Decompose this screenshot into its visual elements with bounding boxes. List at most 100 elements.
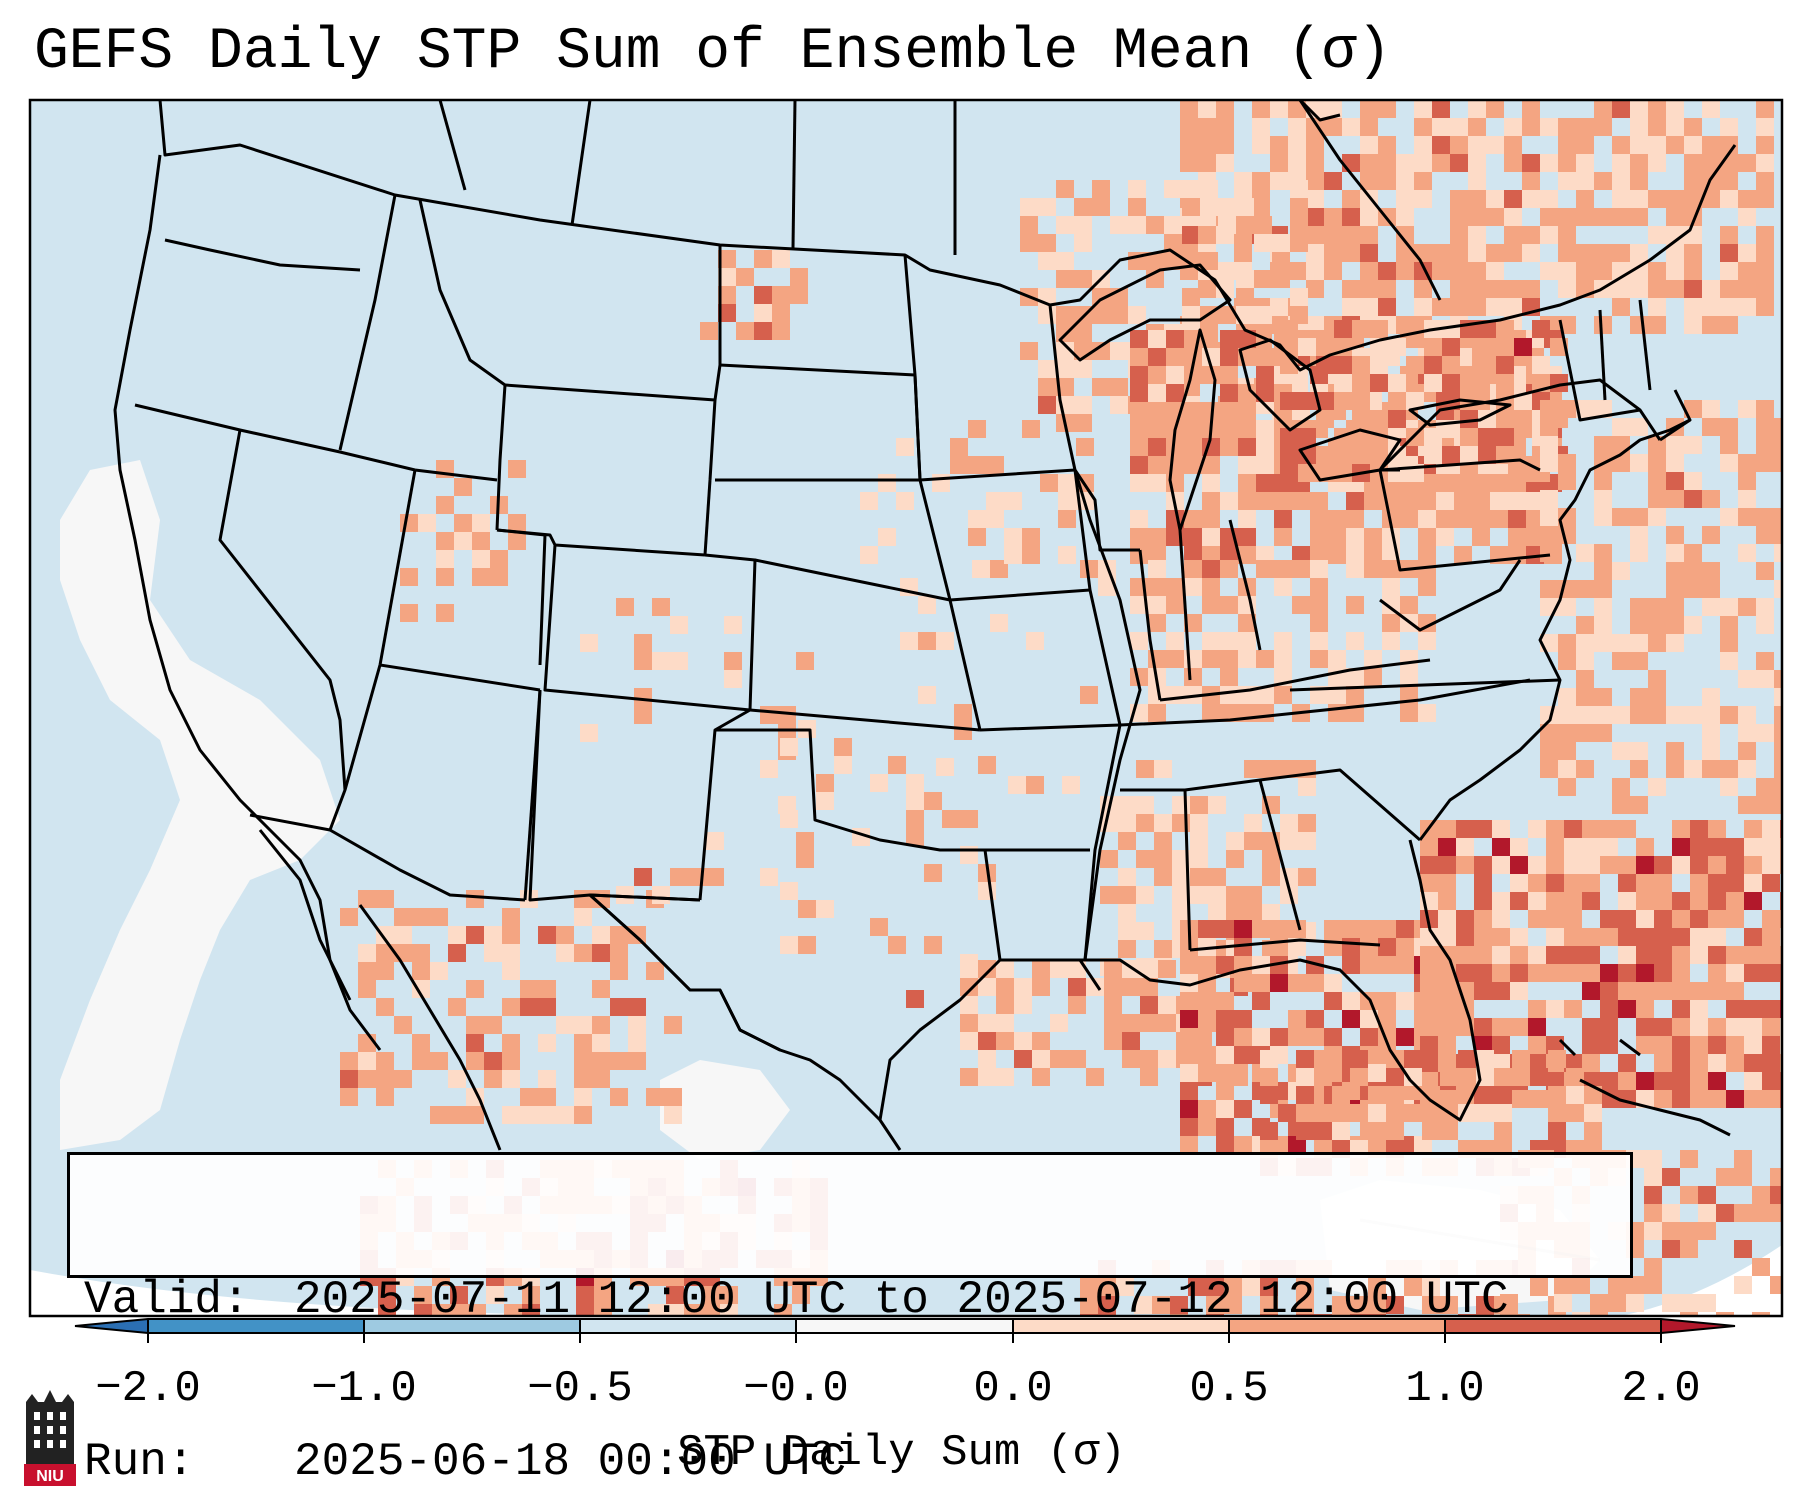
anomaly-cell — [1648, 508, 1666, 526]
anomaly-cell — [1576, 136, 1594, 154]
anomaly-cell — [502, 998, 520, 1016]
anomaly-cell — [1216, 280, 1234, 298]
anomaly-cell — [1074, 270, 1092, 288]
anomaly-cell — [1068, 996, 1086, 1014]
valid-run-info-box: Valid: 2025-07-11 12:00 UTC to 2025-07-12… — [67, 1152, 1633, 1488]
anomaly-cell — [1612, 298, 1630, 316]
anomaly-cell — [1526, 510, 1544, 528]
anomaly-cell — [1456, 928, 1474, 946]
anomaly-cell — [1546, 892, 1564, 910]
anomaly-cell — [1216, 920, 1234, 938]
anomaly-cell — [1236, 270, 1254, 288]
anomaly-cell — [1274, 560, 1292, 578]
anomaly-cell — [1420, 964, 1438, 982]
anomaly-cell — [1666, 454, 1684, 472]
anomaly-cell — [1220, 704, 1238, 722]
anomaly-cell — [1216, 1010, 1234, 1028]
anomaly-cell — [1404, 1050, 1422, 1068]
anomaly-cell — [1290, 306, 1308, 324]
anomaly-cell — [1726, 982, 1744, 1000]
anomaly-cell — [414, 1286, 432, 1304]
anomaly-cell — [932, 474, 950, 492]
anomaly-cell — [1558, 226, 1576, 244]
anomaly-cell — [1618, 910, 1636, 928]
anomaly-cell — [556, 1016, 574, 1034]
anomaly-cell — [1424, 338, 1442, 356]
anomaly-cell — [1496, 428, 1514, 446]
anomaly-cell — [1720, 616, 1738, 634]
anomaly-cell — [754, 322, 772, 340]
anomaly-cell — [1494, 1122, 1512, 1140]
anomaly-cell — [954, 722, 972, 740]
anomaly-cell — [1576, 400, 1594, 418]
anomaly-cell — [538, 1070, 556, 1088]
anomaly-cell — [1208, 868, 1226, 886]
anomaly-cell — [1684, 580, 1702, 598]
anomaly-cell — [1202, 650, 1220, 668]
anomaly-cell — [1648, 190, 1666, 208]
anomaly-cell — [1636, 1036, 1654, 1054]
anomaly-cell — [1148, 402, 1166, 420]
anomaly-cell — [1756, 100, 1774, 118]
anomaly-cell — [1216, 956, 1234, 974]
anomaly-cell — [1514, 338, 1532, 356]
anomaly-cell — [1438, 1090, 1456, 1108]
anomaly-cell — [1252, 974, 1270, 992]
anomaly-cell — [1684, 244, 1702, 262]
anomaly-cell — [1396, 316, 1414, 334]
anomaly-cell — [1726, 1090, 1744, 1108]
anomaly-cell — [1708, 838, 1726, 856]
anomaly-cell — [1504, 136, 1522, 154]
anomaly-cell — [1774, 778, 1782, 796]
anomaly-cell — [1738, 508, 1756, 526]
anomaly-cell — [1386, 1086, 1404, 1104]
anomaly-cell — [1004, 528, 1022, 546]
anomaly-cell — [1118, 904, 1136, 922]
anomaly-cell — [1332, 1104, 1350, 1122]
anomaly-cell — [1738, 544, 1756, 562]
anomaly-cell — [1032, 978, 1050, 996]
anomaly-cell — [412, 1034, 430, 1052]
anomaly-cell — [1280, 886, 1298, 904]
anomaly-cell — [1198, 1100, 1216, 1118]
anomaly-cell — [1612, 136, 1630, 154]
anomaly-cell — [1702, 688, 1720, 706]
anomaly-cell — [906, 792, 924, 810]
anomaly-cell — [1360, 262, 1378, 280]
anomaly-cell — [538, 926, 556, 944]
anomaly-cell — [1136, 814, 1154, 832]
anomaly-cell — [772, 304, 790, 322]
anomaly-cell — [1504, 190, 1522, 208]
anomaly-cell — [1594, 688, 1612, 706]
anomaly-cell — [1508, 492, 1526, 510]
anomaly-cell — [1270, 298, 1288, 316]
anomaly-cell — [502, 908, 520, 926]
anomaly-cell — [878, 474, 896, 492]
anomaly-cell — [1422, 1122, 1440, 1140]
anomaly-cell — [1558, 598, 1576, 616]
anomaly-cell — [1558, 742, 1576, 760]
anomaly-cell — [484, 944, 502, 962]
anomaly-cell — [1630, 244, 1648, 262]
anomaly-cell — [1396, 190, 1414, 208]
anomaly-cell — [1474, 1018, 1492, 1036]
anomaly-cell — [1092, 342, 1110, 360]
anomaly-cell — [1662, 1240, 1680, 1258]
anomaly-cell — [628, 1034, 646, 1052]
anomaly-cell — [1058, 510, 1076, 528]
anomaly-cell — [960, 1014, 978, 1032]
anomaly-cell — [1378, 298, 1396, 316]
anomaly-cell — [1460, 464, 1478, 482]
anomaly-cell — [1492, 820, 1510, 838]
anomaly-cell — [1252, 136, 1270, 154]
anomaly-cell — [502, 1070, 520, 1088]
anomaly-cell — [1662, 1294, 1680, 1312]
anomaly-cell — [1504, 154, 1522, 172]
anomaly-cell — [1630, 688, 1648, 706]
anomaly-cell — [1136, 886, 1154, 904]
anomaly-cell — [1486, 298, 1504, 316]
anomaly-cell — [1584, 1122, 1602, 1140]
anomaly-cell — [1180, 1046, 1198, 1064]
anomaly-cell — [1756, 298, 1774, 316]
anomaly-cell — [968, 528, 986, 546]
